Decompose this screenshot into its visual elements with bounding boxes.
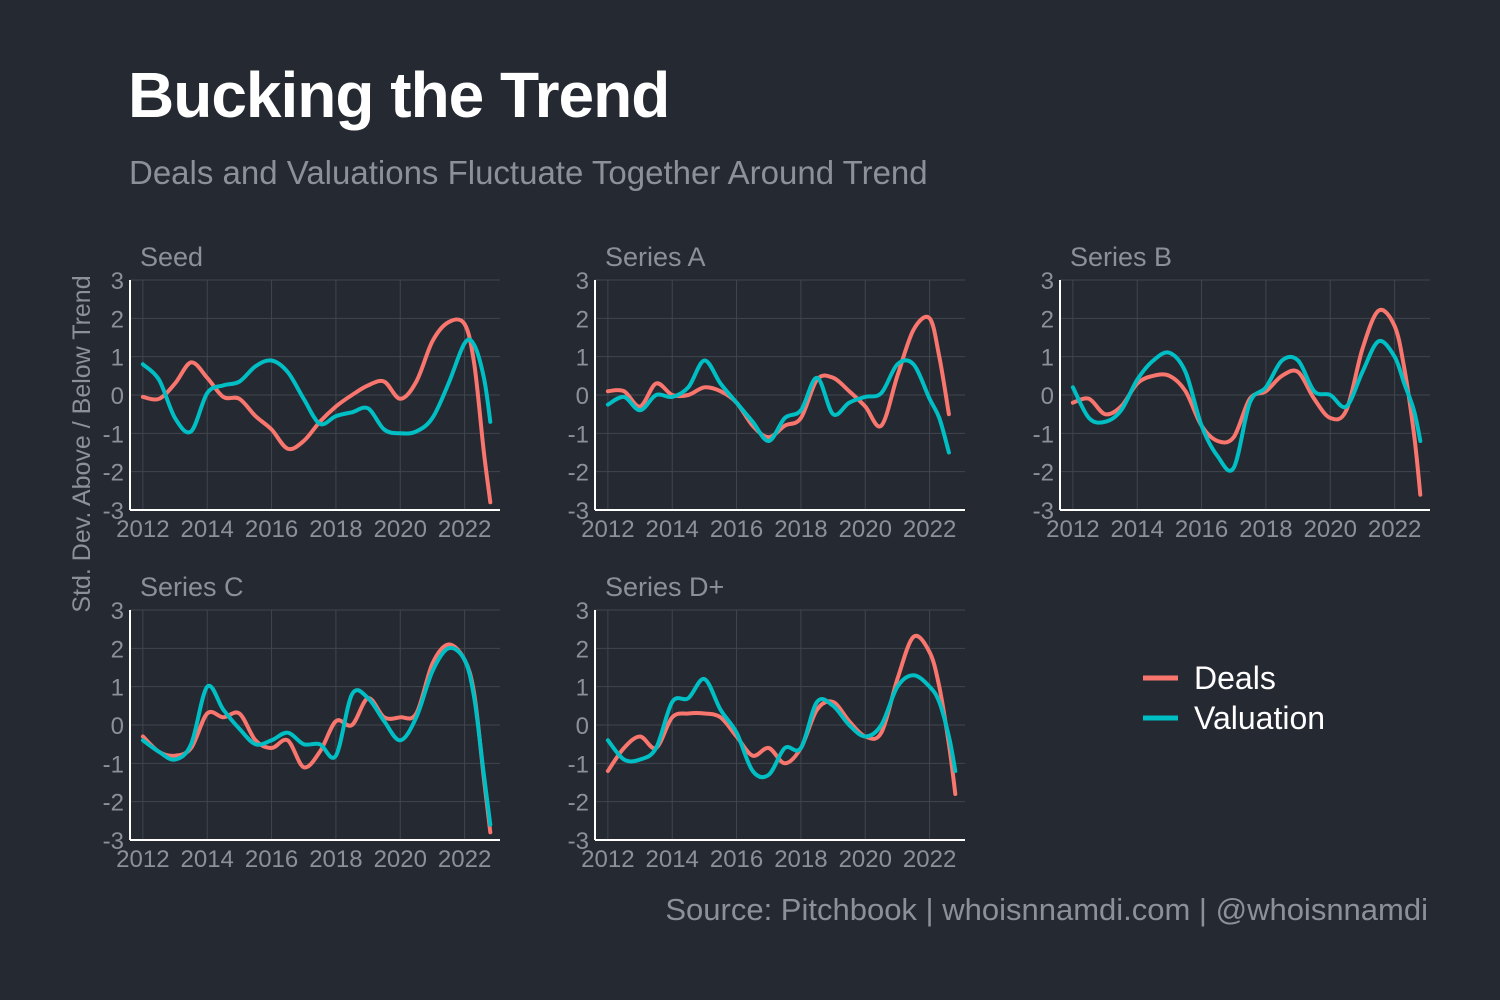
series-line-valuation xyxy=(140,645,493,827)
series-line-valuation xyxy=(140,337,493,436)
panel-seed: Seed -3 -2 -1 0 1 2 3 2012 2014 2016 2018 2020 2022 xyxy=(103,242,500,543)
x-tick-label: 2012 xyxy=(116,516,169,543)
series-line-deals xyxy=(605,314,951,440)
y-tick-label: 3 xyxy=(576,598,589,625)
x-tick-label: 2012 xyxy=(1046,516,1099,543)
legend: Deals Valuation xyxy=(1143,660,1325,736)
x-tick-label: 2016 xyxy=(245,846,298,873)
x-tick-label: 2020 xyxy=(374,516,427,543)
x-tick-label: 2016 xyxy=(245,516,298,543)
y-tick-label: -3 xyxy=(568,498,589,525)
panel-series-d-: Series D+ -3 -2 -1 0 1 2 3 2012 2014 2016 2018 2020 2… xyxy=(568,572,965,873)
x-tick-label: 2022 xyxy=(1368,516,1421,543)
legend-label: Deals xyxy=(1194,660,1276,696)
y-tick-label: 2 xyxy=(111,306,124,333)
y-tick-label: 3 xyxy=(1041,268,1054,295)
y-tick-label: -2 xyxy=(103,460,124,487)
y-tick-label: 0 xyxy=(576,713,589,740)
y-tick-label: 1 xyxy=(576,675,589,702)
x-tick-label: 2020 xyxy=(374,846,427,873)
y-tick-label: 0 xyxy=(111,713,124,740)
panel-title: Series C xyxy=(140,572,244,602)
x-tick-label: 2016 xyxy=(710,846,763,873)
y-tick-label: 2 xyxy=(111,636,124,663)
x-tick-label: 2022 xyxy=(903,846,956,873)
y-tick-label: 1 xyxy=(111,675,124,702)
panel-title: Seed xyxy=(140,242,203,272)
x-tick-label: 2020 xyxy=(839,846,892,873)
y-tick-label: 2 xyxy=(576,306,589,333)
y-tick-label: 3 xyxy=(576,268,589,295)
x-tick-label: 2016 xyxy=(1175,516,1228,543)
x-tick-label: 2012 xyxy=(581,516,634,543)
x-tick-label: 2014 xyxy=(646,846,699,873)
panel-title: Series D+ xyxy=(605,572,724,602)
series-line-valuation xyxy=(605,673,958,780)
x-tick-label: 2018 xyxy=(774,846,827,873)
x-tick-label: 2020 xyxy=(839,516,892,543)
x-tick-label: 2018 xyxy=(774,516,827,543)
x-tick-label: 2014 xyxy=(646,516,699,543)
x-tick-label: 2022 xyxy=(438,516,491,543)
series-line-deals xyxy=(605,633,958,796)
y-tick-label: 0 xyxy=(1041,383,1054,410)
chart-subtitle: Deals and Valuations Fluctuate Together … xyxy=(129,154,928,191)
panel-series-c: Series C -3 -2 -1 0 1 2 3 2012 2014 2016 2018 2020 20… xyxy=(103,572,500,873)
source-caption: Source: Pitchbook | whoisnnamdi.com | @w… xyxy=(665,892,1428,927)
x-tick-label: 2022 xyxy=(903,516,956,543)
x-tick-label: 2020 xyxy=(1304,516,1357,543)
x-tick-label: 2012 xyxy=(116,846,169,873)
y-tick-label: 0 xyxy=(576,383,589,410)
y-tick-label: -2 xyxy=(568,460,589,487)
y-tick-label: -2 xyxy=(103,790,124,817)
y-tick-label: -2 xyxy=(568,790,589,817)
y-tick-label: -3 xyxy=(1033,498,1054,525)
y-tick-label: -2 xyxy=(1033,460,1054,487)
y-tick-label: 0 xyxy=(111,383,124,410)
y-tick-label: 1 xyxy=(576,345,589,372)
x-tick-label: 2014 xyxy=(181,516,234,543)
y-tick-label: 2 xyxy=(1041,306,1054,333)
legend-label: Valuation xyxy=(1194,700,1325,736)
y-tick-label: -3 xyxy=(568,828,589,855)
panel-series-b: Series B -3 -2 -1 0 1 2 3 2012 2014 2016 2018 2020 20… xyxy=(1033,242,1430,543)
y-tick-label: -3 xyxy=(103,498,124,525)
y-tick-label: 3 xyxy=(111,598,124,625)
x-tick-label: 2016 xyxy=(710,516,763,543)
series-line-deals xyxy=(140,317,493,505)
y-tick-label: -1 xyxy=(568,751,589,778)
series-line-deals xyxy=(140,642,493,835)
chart-title: Bucking the Trend xyxy=(128,59,670,131)
y-tick-label: -3 xyxy=(103,828,124,855)
y-tick-label: -1 xyxy=(103,421,124,448)
x-tick-label: 2018 xyxy=(309,846,362,873)
panel-title: Series B xyxy=(1070,242,1172,272)
y-tick-label: 1 xyxy=(1041,345,1054,372)
x-tick-label: 2014 xyxy=(181,846,234,873)
y-tick-label: 2 xyxy=(576,636,589,663)
x-tick-label: 2018 xyxy=(1239,516,1292,543)
y-tick-label: -1 xyxy=(103,751,124,778)
y-tick-label: 3 xyxy=(111,268,124,295)
y-tick-label: 1 xyxy=(111,345,124,372)
series-line-valuation xyxy=(1070,338,1423,473)
y-tick-label: -1 xyxy=(568,421,589,448)
panel-title: Series A xyxy=(605,242,706,272)
x-tick-label: 2014 xyxy=(1111,516,1164,543)
y-axis-label: Std. Dev. Above / Below Trend xyxy=(68,275,96,612)
x-tick-label: 2022 xyxy=(438,846,491,873)
x-tick-label: 2018 xyxy=(309,516,362,543)
panel-series-a: Series A -3 -2 -1 0 1 2 3 2012 2014 2016 2018 2020 20… xyxy=(568,242,965,543)
y-tick-label: -1 xyxy=(1033,421,1054,448)
x-tick-label: 2012 xyxy=(581,846,634,873)
series-line-valuation xyxy=(605,358,951,455)
